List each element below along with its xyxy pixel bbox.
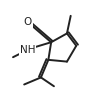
Text: NH: NH: [20, 45, 36, 55]
Text: O: O: [24, 17, 32, 27]
